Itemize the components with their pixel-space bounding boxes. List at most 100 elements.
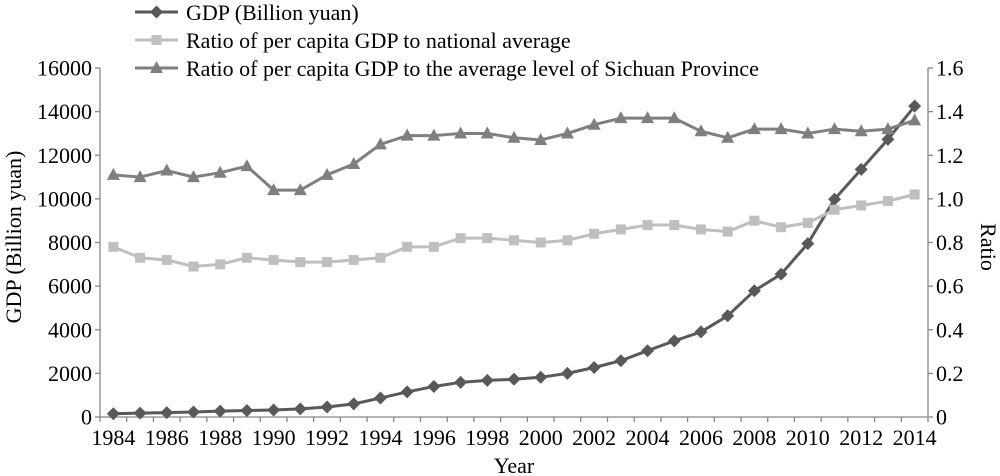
x-axis-tick-label-1990: 1990	[252, 425, 296, 450]
x-axis-tick-label-2014: 2014	[893, 425, 937, 450]
national-average-ratio-point-2003	[615, 224, 626, 235]
gdp-point-1997	[454, 375, 468, 389]
y-axis-right-tick-label: 0.4	[936, 317, 964, 342]
national-average-ratio-point-1984	[108, 241, 119, 252]
sichuan-average-ratio-point-1993	[347, 156, 361, 169]
series-layer	[106, 99, 922, 421]
y-axis-left-tick-label: 8000	[48, 230, 92, 255]
y-axis-left-tick-label: 0	[81, 405, 92, 430]
national-average-ratio-point-1986	[161, 254, 172, 265]
gdp-point-2008	[747, 284, 761, 298]
x-axis-tick-label-2004: 2004	[626, 425, 670, 450]
national-average-ratio-point-2001	[562, 235, 573, 246]
gdp-point-1992	[320, 400, 334, 414]
national-average-ratio-point-2009	[776, 222, 787, 233]
gdp-point-2010	[801, 237, 815, 251]
sichuan-average-ratio-point-2002	[587, 117, 601, 130]
gdp-point-1994	[373, 391, 387, 405]
y-axis-left-tick-label: 6000	[48, 274, 92, 299]
x-axis-tick-label-2006: 2006	[679, 425, 723, 450]
gdp-point-2004	[641, 344, 655, 358]
sichuan-average-ratio-point-2008	[747, 122, 761, 135]
sichuan-average-ratio-point-2004	[641, 111, 655, 124]
gdp-point-1999	[507, 372, 521, 386]
national-average-ratio-point-2005	[669, 220, 680, 231]
gdp-point-1998	[480, 373, 494, 387]
national-average-ratio-point-1993	[348, 254, 359, 265]
national-average-ratio-point-2002	[589, 228, 600, 239]
sichuan-average-ratio-point-1999	[507, 130, 521, 143]
gdp-point-2002	[587, 360, 601, 374]
national-average-ratio-point-1998	[482, 233, 493, 244]
national-average-ratio-point-1985	[135, 252, 146, 263]
national-average-ratio-point-2013	[882, 196, 893, 207]
series-sichuan-average-ratio	[106, 111, 922, 196]
legend: GDP (Billion yuan) Ratio of per capita G…	[135, 0, 759, 81]
sichuan-average-ratio-point-2013	[881, 122, 895, 135]
legend-marker-national-average-ratio	[151, 35, 162, 45]
y-axis-left-tick-label: 16000	[37, 56, 92, 81]
legend-label-national-average-ratio: Ratio of per capita GDP to national aver…	[186, 28, 571, 53]
x-axis-tick-label-2012: 2012	[839, 425, 883, 450]
sichuan-average-ratio-point-2014	[908, 113, 922, 126]
sichuan-average-ratio-point-1989	[240, 159, 254, 172]
legend-label-sichuan-average-ratio: Ratio of per capita GDP to the average l…	[186, 56, 759, 81]
gdp-point-2011	[828, 192, 842, 206]
y-axis-right-tick-label: 0	[936, 405, 947, 430]
sichuan-average-ratio-point-1992	[320, 167, 334, 180]
gdp-point-2009	[774, 267, 788, 281]
sichuan-average-ratio-point-2001	[560, 126, 574, 139]
x-axis-tick-label-2002: 2002	[572, 425, 616, 450]
sichuan-average-ratio-point-2005	[667, 111, 681, 124]
gdp-point-1993	[347, 397, 361, 411]
sichuan-average-ratio-point-1997	[454, 126, 468, 139]
sichuan-average-ratio-point-1985	[133, 170, 147, 183]
y-axis-left-title: GDP (Billion yuan)	[1, 151, 26, 324]
sichuan-average-ratio-point-1987	[186, 170, 200, 183]
gdp-point-1989	[240, 403, 254, 417]
x-axis-tick-label-1988: 1988	[198, 425, 242, 450]
national-average-ratio-point-1994	[375, 252, 386, 263]
gdp-point-1996	[427, 379, 441, 393]
national-average-ratio-line	[111, 193, 917, 268]
national-average-ratio-point-2000	[535, 237, 546, 248]
national-average-ratio-point-1989	[241, 252, 252, 263]
x-axis-title: Year	[494, 453, 535, 476]
sichuan-average-ratio-point-1988	[213, 165, 227, 178]
y-axis-right-title: Ratio	[976, 223, 1000, 271]
y-axis-right-tick-label: 1.6	[936, 56, 964, 81]
sichuan-average-ratio-point-2011	[828, 122, 842, 135]
sichuan-average-ratio-point-1984	[106, 167, 120, 180]
series-gdp	[106, 99, 922, 421]
y-axis-right-tick-label: 1.2	[936, 143, 964, 168]
gdp-point-2006	[694, 325, 708, 339]
y-axis-right-tick-label: 0.2	[936, 361, 964, 386]
gdp-point-2000	[534, 370, 548, 384]
sichuan-average-ratio-point-2006	[694, 124, 708, 137]
y-axis-left-tick-label: 4000	[48, 317, 92, 342]
national-average-ratio-point-1987	[188, 261, 199, 272]
sichuan-average-ratio-point-1995	[400, 128, 414, 141]
national-average-ratio-point-1997	[455, 233, 466, 244]
x-axis-tick-label-1986: 1986	[145, 425, 189, 450]
sichuan-average-ratio-point-1998	[480, 126, 494, 139]
sichuan-average-ratio-point-2012	[854, 124, 868, 137]
national-average-ratio-point-1990	[268, 254, 279, 265]
gdp-point-1995	[400, 385, 414, 399]
gdp-point-2013	[881, 132, 895, 146]
sichuan-average-ratio-point-1986	[160, 163, 174, 176]
gdp-point-1984	[106, 407, 120, 421]
national-average-ratio-point-1999	[509, 235, 519, 246]
sichuan-average-ratio-point-1994	[373, 137, 387, 150]
national-average-ratio-point-2010	[802, 217, 813, 228]
national-average-ratio-point-1992	[322, 257, 333, 268]
y-axis-left-tick-label: 14000	[37, 99, 92, 124]
gdp-point-1985	[133, 406, 147, 420]
sichuan-average-ratio-point-2003	[614, 111, 628, 124]
sichuan-average-ratio-point-2007	[721, 130, 735, 143]
legend-marks	[135, 5, 178, 73]
y-axis-right-tick-label: 1.4	[936, 99, 964, 124]
y-axis-right-tick-label: 1.0	[936, 186, 964, 211]
y-axis-right-tick-label: 0.6	[936, 274, 964, 299]
